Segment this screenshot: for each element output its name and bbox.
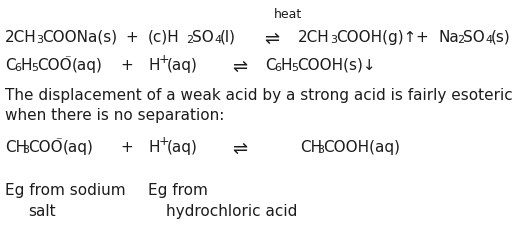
Text: 6: 6 [14,63,21,73]
Text: ⇌: ⇌ [232,140,247,158]
Text: 3: 3 [317,145,324,155]
Text: COONa(s): COONa(s) [42,30,117,45]
Text: ⇌: ⇌ [232,58,247,76]
Text: (l): (l) [220,30,236,45]
Text: +: + [125,30,138,45]
Text: +: + [120,140,133,155]
Text: SO: SO [192,30,214,45]
Text: hydrochloric acid: hydrochloric acid [166,204,297,219]
Text: (s): (s) [491,30,511,45]
Text: H: H [20,58,32,73]
Text: COOH(s)↓: COOH(s)↓ [297,58,376,73]
Text: H: H [148,140,160,155]
Text: heat: heat [274,8,302,21]
Text: 4: 4 [214,35,221,45]
Text: 5: 5 [291,63,298,73]
Text: CH: CH [300,140,322,155]
Text: Eg from sodium: Eg from sodium [5,183,126,198]
Text: 2CH: 2CH [5,30,37,45]
Text: C: C [265,58,276,73]
Text: 2: 2 [457,35,464,45]
Text: (aq): (aq) [167,140,198,155]
Text: COOH(g)↑: COOH(g)↑ [336,30,416,45]
Text: (aq): (aq) [72,58,103,73]
Text: The displacement of a weak acid by a strong acid is fairly esoteric: The displacement of a weak acid by a str… [5,88,513,103]
Text: +: + [159,135,169,148]
Text: H: H [148,58,160,73]
Text: Na: Na [438,30,459,45]
Text: salt: salt [28,204,55,219]
Text: SO: SO [463,30,485,45]
Text: COO: COO [37,58,71,73]
Text: +: + [120,58,133,73]
Text: 3: 3 [330,35,337,45]
Text: CH: CH [5,140,27,155]
Text: +: + [159,53,169,66]
Text: 6: 6 [274,63,281,73]
Text: 2: 2 [186,35,193,45]
Text: (c)H: (c)H [148,30,180,45]
Text: ⁻: ⁻ [55,135,62,148]
Text: 3: 3 [36,35,43,45]
Text: COOH(aq): COOH(aq) [323,140,400,155]
Text: ⁻: ⁻ [64,53,70,66]
Text: +: + [415,30,428,45]
Text: ⇌: ⇌ [264,30,279,48]
Text: (aq): (aq) [63,140,94,155]
Text: when there is no separation:: when there is no separation: [5,108,224,123]
Text: Eg from: Eg from [148,183,208,198]
Text: H: H [280,58,292,73]
Text: 5: 5 [31,63,38,73]
Text: 4: 4 [485,35,492,45]
Text: 3: 3 [22,145,29,155]
Text: 2CH: 2CH [298,30,330,45]
Text: (aq): (aq) [167,58,198,73]
Text: COO: COO [28,140,63,155]
Text: C: C [5,58,16,73]
